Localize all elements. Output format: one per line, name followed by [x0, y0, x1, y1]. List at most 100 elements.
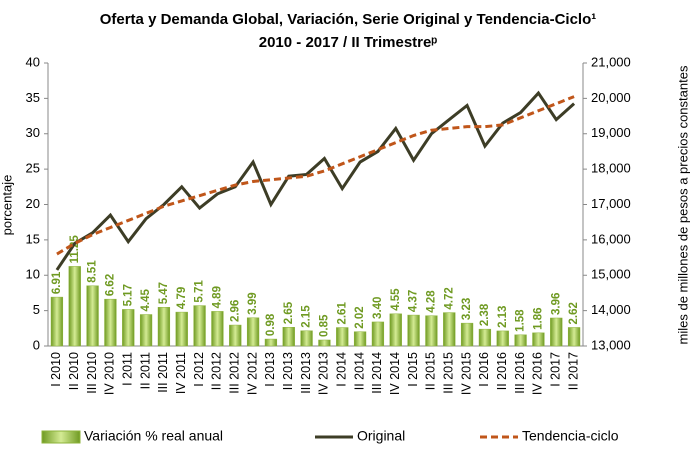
x-tick-label: III 2014 [370, 352, 384, 394]
x-tick-label: II 2010 [67, 352, 81, 390]
data-label: 4.89 [211, 286, 223, 308]
x-tick-label: I 2013 [263, 352, 277, 387]
bar [86, 285, 99, 347]
x-tick-label: III 2016 [513, 352, 527, 394]
y2-tick-label: 16,000 [591, 231, 631, 246]
data-label: 3.40 [372, 297, 384, 319]
y-tick-label: 0 [33, 337, 40, 352]
bar [550, 317, 563, 347]
data-label: 5.17 [122, 284, 134, 306]
y2-tick-label: 18,000 [591, 161, 631, 176]
data-label: 4.55 [390, 288, 402, 311]
y-tick-label: 20 [26, 196, 40, 211]
data-label: 3.96 [550, 293, 562, 315]
data-label: 4.79 [176, 287, 188, 309]
data-label: 8.51 [87, 260, 99, 283]
x-tick-label: II 2011 [138, 352, 152, 389]
y2-tick-label: 15,000 [591, 267, 631, 282]
x-tick-label: III 2011 [156, 352, 170, 393]
data-label: 6.62 [104, 274, 116, 296]
bar [50, 296, 64, 347]
legend-swatch [41, 430, 81, 444]
bar [229, 324, 242, 347]
x-tick-label: IV 2011 [174, 352, 188, 394]
data-label: 2.38 [479, 303, 491, 326]
data-label: 2.02 [354, 306, 366, 328]
y2-tick-label: 21,000 [591, 54, 631, 69]
x-tick-label: I 2017 [549, 352, 563, 387]
chart-title: Oferta y Demanda Global, Variación, Seri… [100, 11, 597, 28]
x-tick-label: II 2015 [424, 352, 438, 390]
data-label: 0.85 [318, 314, 330, 337]
bar [68, 266, 81, 347]
x-tick-label: IV 2016 [531, 352, 545, 395]
data-label: 4.37 [408, 290, 420, 312]
x-tick-label: I 2015 [406, 352, 420, 387]
y2-tick-label: 19,000 [591, 125, 631, 140]
bar [282, 327, 295, 347]
bar [532, 332, 545, 347]
data-label: 4.45 [140, 289, 152, 312]
bar [460, 322, 474, 347]
x-tick-label: II 2016 [495, 352, 509, 390]
data-label: 0.98 [265, 313, 277, 336]
data-label: 4.72 [443, 287, 455, 309]
x-tick-label: IV 2015 [459, 352, 473, 395]
y-tick-label: 5 [33, 302, 40, 317]
x-tick-label: IV 2014 [388, 352, 402, 395]
bar [443, 312, 456, 347]
y-tick-label: 40 [26, 54, 40, 69]
data-label: 2.61 [336, 302, 348, 325]
line [56, 95, 575, 256]
data-label: 4.28 [425, 290, 437, 313]
data-label: 6.91 [51, 271, 63, 294]
bar [407, 314, 420, 347]
legend-label: Tendencia-ciclo [522, 428, 619, 444]
data-label: 1.58 [515, 309, 527, 332]
x-tick-label: III 2010 [85, 352, 99, 394]
x-tick-label: I 2012 [192, 352, 206, 387]
x-tick-label: I 2016 [477, 352, 491, 387]
x-tick-label: III 2013 [299, 352, 313, 394]
data-label: 2.65 [283, 301, 295, 324]
bar [175, 311, 188, 347]
y2-tick-label: 13,000 [591, 337, 631, 352]
bar [157, 307, 171, 347]
legend-label: Variación % real anual [84, 428, 223, 444]
bar [425, 315, 438, 347]
y2-axis-label: miles de millones de pesos a precios con… [675, 65, 690, 344]
x-tick-label: III 2012 [228, 352, 242, 394]
data-label: 2.13 [497, 306, 509, 328]
bar [211, 311, 224, 347]
bar [139, 314, 153, 347]
data-label: 1.86 [532, 307, 544, 329]
bar [336, 327, 349, 347]
bar [104, 298, 117, 347]
data-label: 2.15 [301, 305, 313, 328]
y-tick-label: 35 [26, 90, 40, 105]
bar [122, 309, 135, 347]
x-tick-label: IV 2012 [245, 352, 259, 395]
bar [300, 330, 313, 347]
bar [389, 313, 402, 347]
bar [478, 328, 492, 347]
data-label: 5.71 [194, 280, 206, 303]
bar [496, 330, 509, 347]
x-tick-label: I 2010 [49, 352, 63, 387]
bar [353, 331, 367, 347]
data-label: 3.23 [461, 298, 473, 320]
y-tick-label: 30 [26, 125, 40, 140]
data-label: 3.99 [247, 292, 259, 314]
data-label: 2.62 [568, 302, 580, 324]
x-tick-label: III 2015 [442, 352, 456, 394]
line [55, 90, 576, 271]
bar [371, 321, 385, 347]
legend-label: Original [357, 428, 405, 444]
data-label: 2.96 [229, 300, 241, 322]
y-tick-label: 10 [26, 267, 40, 282]
bar [193, 305, 206, 347]
y2-tick-label: 20,000 [591, 90, 631, 105]
x-tick-label: II 2017 [566, 352, 580, 390]
bar [246, 317, 260, 347]
